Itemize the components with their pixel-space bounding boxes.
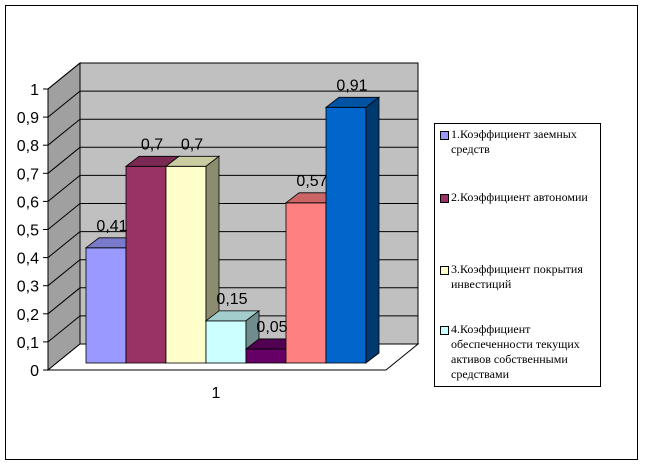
legend: 1.Коэффициент заемных средств 2.Коэффицие… [434, 123, 601, 387]
legend-label: 3.Коэффициент покрытия инвестиций [451, 262, 583, 291]
legend-label: 2.Коэффициент автономии [451, 190, 588, 204]
bar-front [285, 202, 327, 364]
gridline [47, 174, 418, 202]
legend-swatch [440, 194, 449, 203]
bar-front [325, 106, 367, 364]
legend-swatch [440, 131, 449, 140]
y-tick-label: 0,5 [17, 223, 39, 240]
bar-side [365, 96, 380, 364]
data-label: 0,91 [336, 77, 367, 94]
y-tick-label: 0,3 [17, 279, 39, 296]
y-tick-label: 0,4 [17, 251, 39, 268]
legend-label: 4.Коэффициент обеспеченности текущих акт… [451, 322, 580, 381]
gridline [47, 146, 418, 174]
category-label: 1 [212, 385, 221, 402]
y-tick-label: 0,9 [17, 110, 39, 127]
y-tick-label: 0,7 [17, 166, 39, 183]
gridline [47, 90, 418, 118]
data-label: 0,7 [141, 136, 163, 153]
bar-front [125, 165, 167, 364]
y-tick-label: 0,6 [17, 194, 39, 211]
bar-front [205, 320, 247, 364]
y-tick-label: 0,2 [17, 307, 39, 324]
data-label: 0,41 [96, 218, 127, 235]
bar [324, 96, 381, 364]
gridline [47, 118, 418, 146]
legend-label: 1.Коэффициент заемных средств [451, 127, 577, 156]
legend-swatch [440, 266, 449, 275]
bar [164, 155, 221, 364]
y-tick-label: 0,1 [17, 335, 39, 352]
data-label: 0,05 [256, 319, 287, 336]
data-label: 0,7 [181, 136, 203, 153]
data-label: 0,15 [216, 291, 247, 308]
y-tick-label: 1 [30, 82, 39, 99]
data-label: 0,57 [296, 173, 327, 190]
bar-front [245, 348, 287, 364]
y-tick-label: 0,8 [17, 138, 39, 155]
legend-swatch [440, 326, 449, 335]
bar-front [85, 247, 127, 364]
gridline [47, 62, 418, 90]
y-tick-label: 0 [30, 363, 39, 380]
bar-front [165, 165, 207, 364]
